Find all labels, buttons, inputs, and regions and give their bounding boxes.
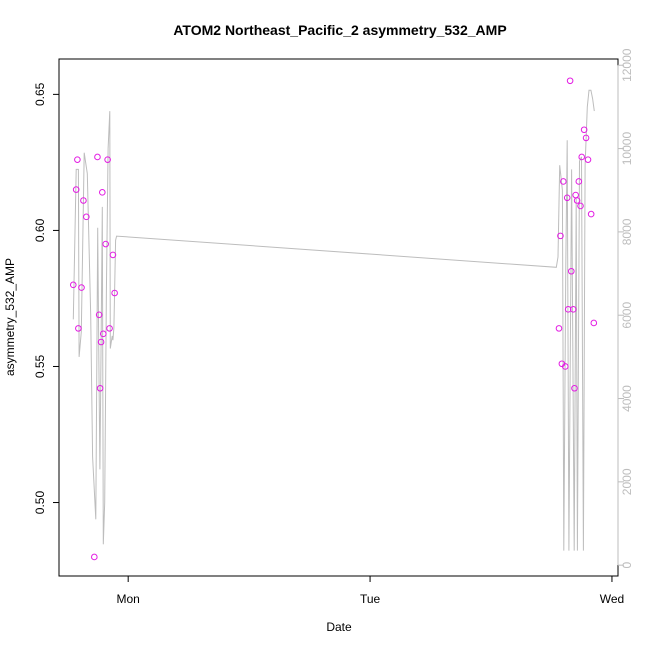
data-point [587, 210, 595, 218]
data-point [590, 319, 598, 327]
x-tick-label: Mon [117, 592, 140, 606]
x-tick-label: Wed [600, 592, 624, 606]
data-point [582, 134, 590, 142]
y-axis-left: 0.50 0.55 0.60 0.65 [33, 82, 59, 514]
data-point [78, 284, 85, 291]
data-point [97, 338, 105, 346]
data-point [69, 281, 77, 289]
line-series [72, 89, 595, 551]
data-point [96, 384, 104, 392]
data-point [95, 311, 103, 319]
line-path [72, 89, 595, 551]
data-point [111, 289, 118, 297]
y2-tick-label: 12000 [620, 48, 634, 82]
data-point [102, 240, 109, 248]
y2-tick-label: 6000 [620, 302, 634, 329]
data-point [106, 325, 113, 332]
y2-tick-label: 2000 [620, 468, 634, 495]
data-point [561, 363, 569, 370]
data-point [563, 194, 571, 202]
data-point [98, 189, 106, 196]
data-point [80, 197, 87, 204]
data-point [572, 191, 579, 199]
data-point [577, 202, 584, 210]
y-tick-label: 0.65 [33, 82, 47, 106]
data-point [566, 77, 574, 85]
data-point [569, 306, 577, 313]
data-point [568, 267, 575, 275]
data-point [580, 126, 588, 134]
data-point [74, 156, 81, 163]
y-axis-label: asymmetry_532_AMP [3, 258, 17, 376]
data-point [573, 197, 581, 204]
data-point [91, 553, 98, 561]
data-point [584, 156, 592, 163]
data-point [571, 384, 578, 392]
chart-title: ATOM2 Northeast_Pacific_2 asymmetry_532_… [173, 22, 506, 38]
y-tick-label: 0.60 [33, 218, 47, 242]
point-series [69, 77, 598, 561]
data-point [578, 153, 586, 161]
plot-frame [58, 58, 619, 577]
data-point [564, 306, 572, 313]
data-point [104, 156, 111, 163]
data-point [83, 213, 90, 221]
y-tick-label: 0.50 [33, 491, 47, 515]
x-axis: Mon Tue Wed [117, 576, 624, 606]
data-point [575, 178, 583, 185]
data-point [99, 330, 107, 338]
data-point [75, 325, 82, 332]
data-point [557, 232, 564, 240]
data-point [109, 251, 117, 259]
y-tick-label: 0.55 [33, 354, 47, 378]
data-point [72, 186, 80, 193]
x-axis-label: Date [326, 620, 352, 634]
y2-tick-label: 10000 [620, 132, 634, 166]
y2-tick-label: 0 [620, 562, 634, 569]
x-tick-label: Tue [360, 592, 381, 606]
y2-tick-label: 8000 [620, 218, 634, 245]
y-axis-right: 0 2000 4000 6000 8000 10000 12000 [617, 48, 634, 569]
data-point [94, 153, 101, 161]
data-point [555, 325, 563, 332]
data-point [560, 178, 567, 185]
y2-tick-label: 4000 [620, 385, 634, 412]
